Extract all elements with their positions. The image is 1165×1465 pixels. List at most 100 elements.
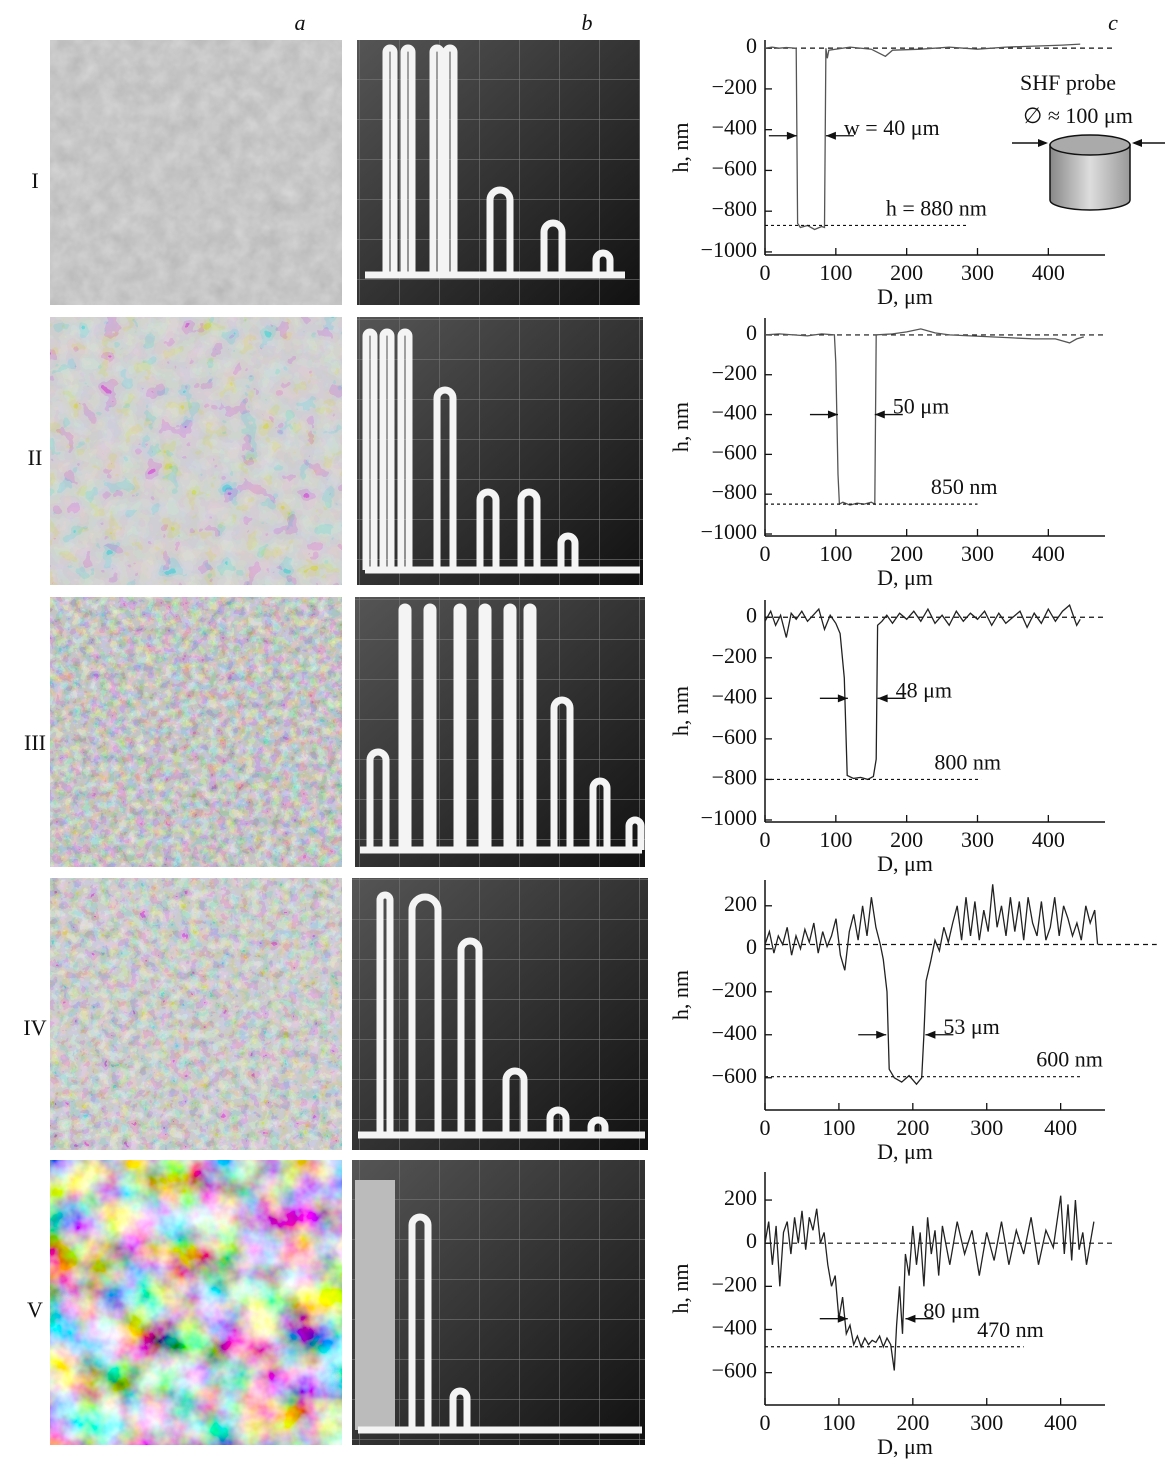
- y-tick-label: 200: [724, 891, 757, 916]
- width-label: w = 40 μm: [844, 115, 940, 140]
- width-label: 50 μm: [893, 394, 949, 419]
- y-axis-label: h, nm: [668, 970, 693, 1020]
- oscillograms: [352, 40, 648, 1445]
- profile-line: [764, 43, 1081, 231]
- probe-diagram: SHF probe ∅ ≈ 100 μm: [1012, 70, 1165, 211]
- profile-chart: 200 0 −200 −400 −600 0 100 200 300 400 D, μm h, nm 6…: [668, 880, 1157, 1164]
- y-tick-label: −800: [712, 479, 757, 504]
- x-tick-label: 300: [961, 541, 994, 566]
- y-tick-label: 0: [746, 33, 757, 58]
- oscillogram: [352, 878, 648, 1150]
- x-tick-label: 300: [961, 827, 994, 852]
- x-axis-label: D, μm: [877, 1434, 933, 1459]
- y-axis-label: h, nm: [668, 122, 693, 172]
- y-axis-label: h, nm: [668, 686, 693, 736]
- y-tick-label: −200: [712, 360, 757, 385]
- y-tick-label: 0: [746, 934, 757, 959]
- x-axis-label: D, μm: [877, 1139, 933, 1164]
- arrow-head: [905, 1314, 916, 1323]
- y-tick-label: −600: [712, 724, 757, 749]
- x-tick-label: 200: [890, 827, 923, 852]
- y-tick-label: −1000: [701, 805, 757, 830]
- profile-line: [764, 1195, 1095, 1371]
- x-axis-label: D, μm: [877, 565, 933, 590]
- arrow-head: [874, 410, 885, 419]
- depth-label: 470 nm: [977, 1317, 1044, 1342]
- arrow-head: [837, 694, 848, 703]
- arrow-head: [825, 131, 836, 140]
- row-label: I: [31, 168, 38, 193]
- depth-label: 800 nm: [934, 749, 1001, 774]
- y-tick-label: −400: [712, 1020, 757, 1045]
- y-tick-label: 0: [746, 320, 757, 345]
- column-label: c: [1108, 10, 1118, 35]
- y-tick-label: 200: [724, 1185, 757, 1210]
- arrow-head: [925, 1030, 936, 1039]
- y-tick-label: −600: [712, 155, 757, 180]
- y-axis-label: h, nm: [668, 1263, 693, 1313]
- y-tick-label: 0: [746, 1228, 757, 1253]
- arrow-head: [837, 1314, 848, 1323]
- oscillogram: [355, 597, 645, 867]
- y-tick-label: −800: [712, 196, 757, 221]
- x-tick-label: 0: [760, 1410, 771, 1435]
- y-tick-label: 0: [746, 602, 757, 627]
- y-tick-label: −600: [712, 1358, 757, 1383]
- arrow-head: [786, 131, 797, 140]
- y-tick-label: −600: [712, 439, 757, 464]
- row-label: III: [24, 730, 46, 755]
- oscillogram: [357, 317, 643, 585]
- x-tick-label: 0: [760, 1115, 771, 1140]
- x-tick-label: 100: [819, 541, 852, 566]
- depth-label: 600 nm: [1036, 1047, 1103, 1072]
- x-tick-label: 0: [760, 541, 771, 566]
- profile-line: [764, 884, 1099, 1086]
- x-tick-label: 0: [760, 827, 771, 852]
- x-tick-label: 200: [896, 1410, 929, 1435]
- arrow-head: [827, 410, 838, 419]
- oscillogram: [357, 40, 640, 305]
- row-labels: I II III IV V: [23, 168, 46, 1322]
- x-tick-label: 400: [1044, 1115, 1077, 1140]
- width-label: 48 μm: [896, 677, 952, 702]
- row-label: V: [27, 1297, 43, 1322]
- y-tick-label: −600: [712, 1063, 757, 1088]
- probe-size: ∅ ≈ 100 μm: [1023, 103, 1133, 128]
- depth-label: 850 nm: [931, 474, 998, 499]
- probe-title: SHF probe: [1020, 70, 1116, 95]
- x-tick-label: 100: [822, 1115, 855, 1140]
- x-tick-label: 400: [1044, 1410, 1077, 1435]
- profile-chart: 200 0 −200 −400 −600 0 100 200 300 400 D, μm h, nm 4…: [668, 1172, 1113, 1459]
- micrographs: [50, 40, 342, 1445]
- y-tick-label: −1000: [701, 519, 757, 544]
- x-tick-label: 400: [1032, 541, 1065, 566]
- y-tick-label: −200: [712, 1271, 757, 1296]
- x-tick-label: 100: [822, 1410, 855, 1435]
- arrow-head: [877, 694, 888, 703]
- row-label: IV: [23, 1015, 46, 1040]
- profile-line: [764, 603, 1081, 781]
- x-tick-label: 0: [760, 260, 771, 285]
- y-tick-label: −200: [712, 977, 757, 1002]
- x-tick-label: 300: [961, 260, 994, 285]
- x-axis-label: D, μm: [877, 851, 933, 876]
- y-tick-label: −400: [712, 683, 757, 708]
- x-tick-label: 400: [1032, 827, 1065, 852]
- oscillogram: [352, 1160, 645, 1445]
- row-label: II: [28, 445, 43, 470]
- micrograph: [50, 317, 342, 585]
- micrograph: [50, 878, 342, 1150]
- y-tick-label: −400: [712, 400, 757, 425]
- x-tick-label: 300: [970, 1115, 1003, 1140]
- x-tick-label: 200: [890, 260, 923, 285]
- y-tick-label: −200: [712, 643, 757, 668]
- x-tick-label: 100: [819, 827, 852, 852]
- x-tick-label: 400: [1032, 260, 1065, 285]
- y-tick-label: −400: [712, 115, 757, 140]
